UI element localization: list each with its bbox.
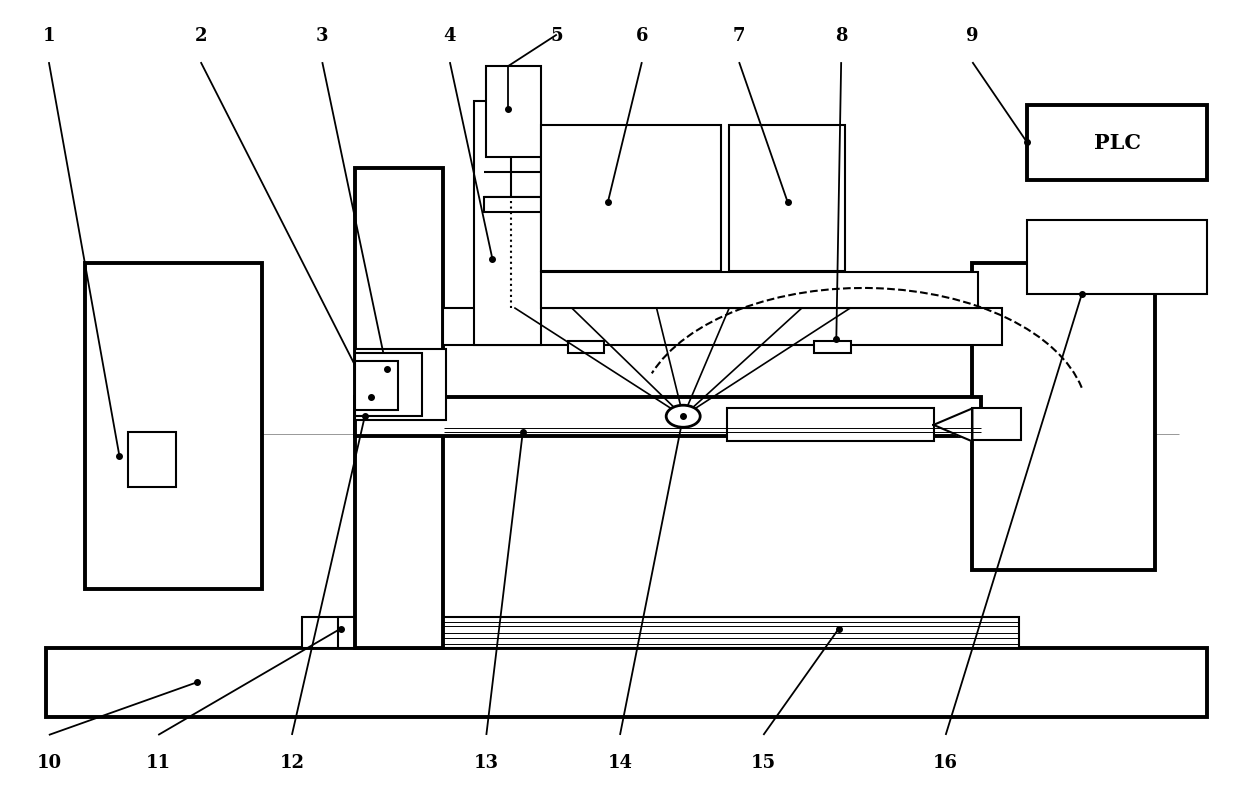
Text: 7: 7 — [733, 26, 745, 45]
Bar — [729, 126, 844, 271]
Bar — [86, 263, 262, 589]
Bar — [355, 362, 398, 411]
Text: 3: 3 — [316, 26, 329, 45]
Bar — [355, 350, 446, 420]
Bar — [1027, 221, 1207, 295]
Bar — [355, 169, 443, 649]
Bar — [972, 263, 1154, 570]
Bar — [815, 342, 851, 354]
Bar — [301, 618, 1018, 649]
Text: 8: 8 — [835, 26, 847, 45]
Text: 9: 9 — [966, 26, 978, 45]
Text: 12: 12 — [279, 754, 304, 772]
Bar — [339, 618, 356, 649]
Bar — [486, 67, 541, 157]
Text: 13: 13 — [474, 754, 498, 772]
Bar — [568, 342, 604, 354]
Bar — [484, 198, 541, 213]
Bar — [541, 273, 978, 308]
Bar — [1027, 107, 1207, 181]
Bar — [443, 308, 1002, 346]
Bar — [355, 354, 422, 417]
Text: 10: 10 — [36, 754, 62, 772]
Bar — [727, 409, 934, 442]
Text: 16: 16 — [934, 754, 959, 772]
Text: 14: 14 — [608, 754, 632, 772]
Bar — [355, 397, 981, 436]
Text: 4: 4 — [444, 26, 456, 45]
Text: 11: 11 — [146, 754, 171, 772]
Bar — [541, 126, 720, 271]
Polygon shape — [934, 409, 972, 442]
Text: 5: 5 — [551, 26, 563, 45]
Text: 6: 6 — [636, 26, 649, 45]
Bar — [972, 409, 1021, 440]
Bar — [474, 103, 541, 346]
Text: 15: 15 — [751, 754, 776, 772]
Bar — [46, 649, 1207, 717]
Circle shape — [666, 406, 701, 427]
Text: 1: 1 — [42, 26, 55, 45]
Text: PLC: PLC — [1094, 133, 1141, 153]
Bar — [128, 432, 176, 488]
Text: 2: 2 — [195, 26, 207, 45]
